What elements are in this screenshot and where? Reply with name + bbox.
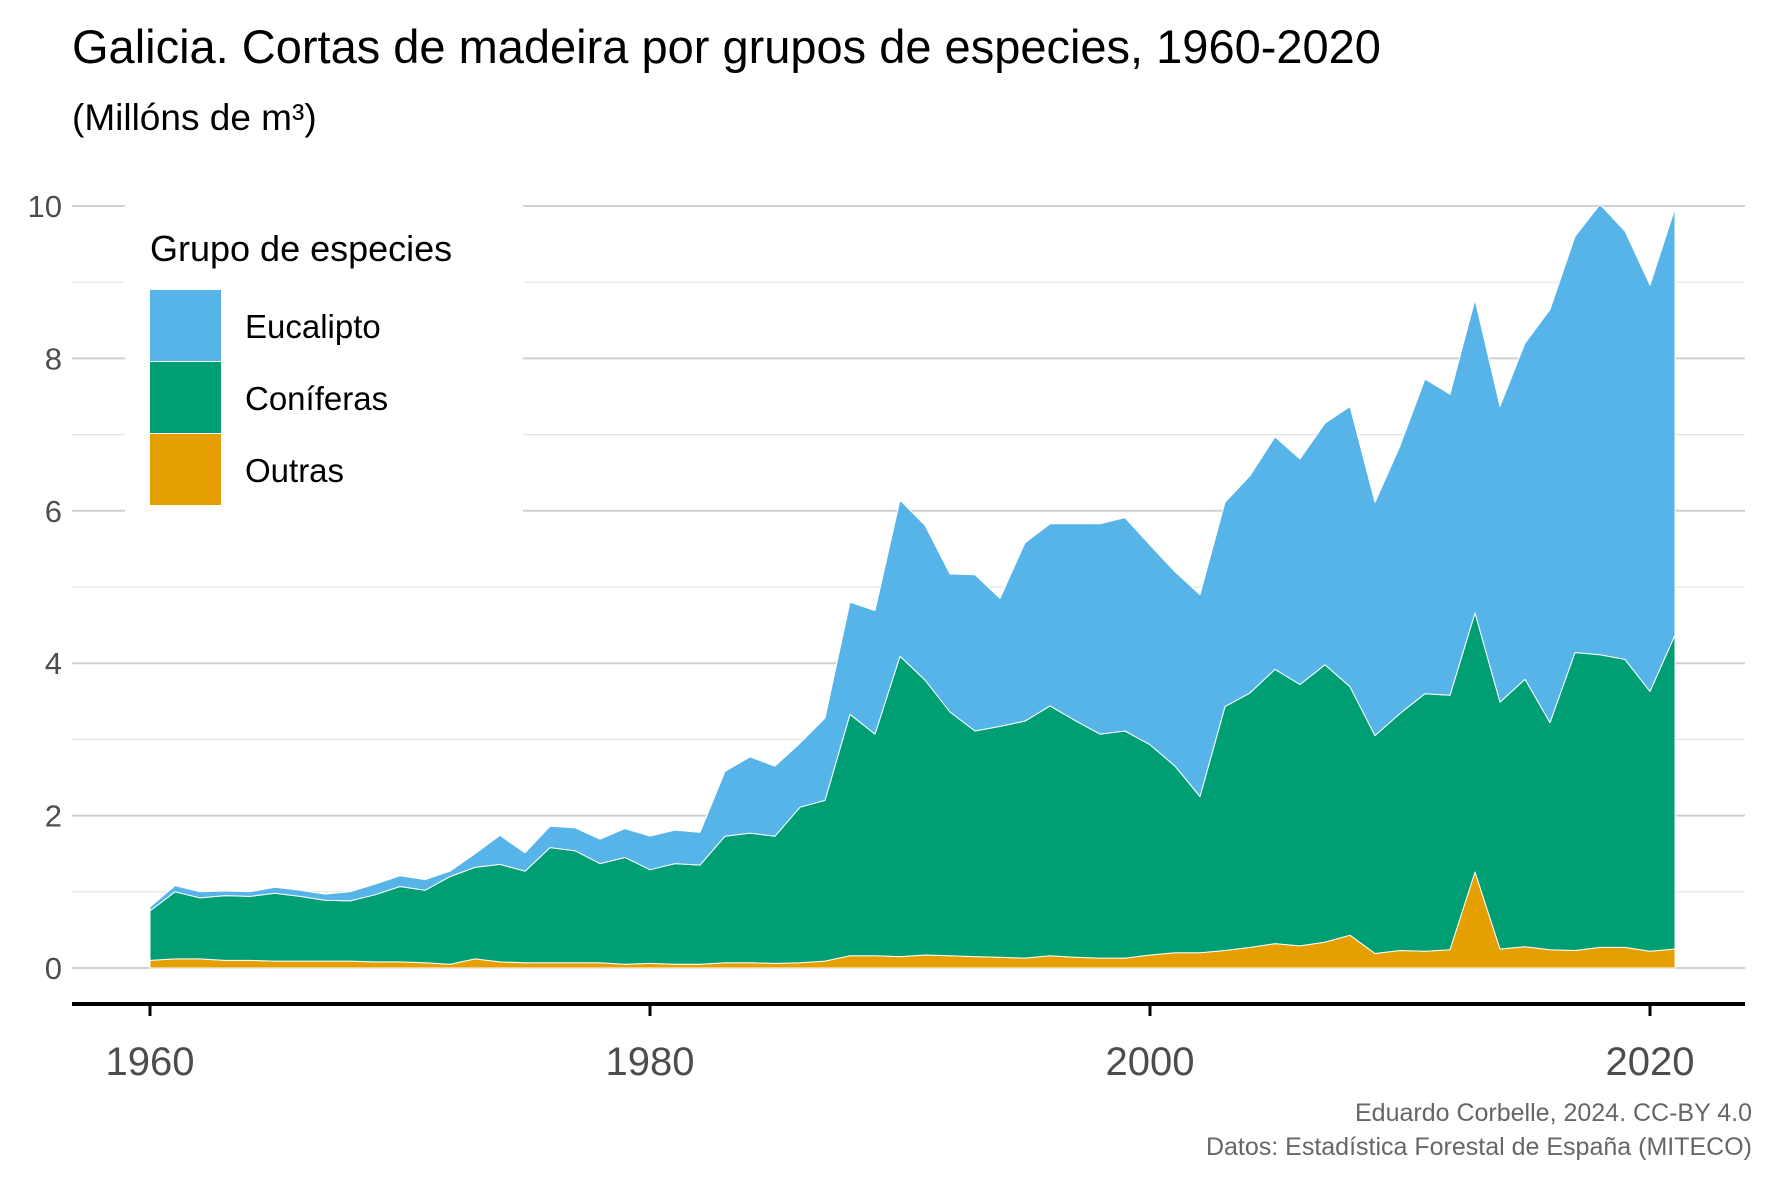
y-tick-label: 8 [45,341,62,376]
y-tick-label: 0 [45,951,62,986]
x-tick-label: 1960 [106,1040,195,1084]
stacked-areas [149,204,1676,969]
y-axis-ticks: 0 2 4 6 8 10 [28,189,62,986]
legend-swatch-outras [150,434,221,505]
chart-subtitle: (Millóns de m³) [72,97,317,138]
legend-swatch-eucalipto [150,290,221,361]
x-tick-label: 2000 [1106,1040,1195,1084]
legend-label-coniferas: Coníferas [245,380,388,417]
y-tick-label: 10 [28,189,62,224]
chart-title: Galicia. Cortas de madeira por grupos de… [72,20,1381,73]
x-axis-ticks: 1960 1980 2000 2020 [106,1006,1695,1084]
caption-source: Datos: Estadística Forestal de España (M… [1206,1133,1752,1161]
caption-author: Eduardo Corbelle, 2024. CC-BY 4.0 [1355,1099,1752,1127]
area-eucalipto [149,204,1676,912]
y-tick-label: 4 [45,646,62,681]
legend-swatch-coniferas [150,362,221,433]
y-tick-label: 2 [45,799,62,834]
x-tick-label: 1980 [606,1040,695,1084]
legend-label-outras: Outras [245,452,344,489]
x-tick-label: 2020 [1606,1040,1695,1084]
legend-title: Grupo de especies [150,228,452,269]
legend-label-eucalipto: Eucalipto [245,308,381,345]
legend: Grupo de especies Eucalipto Coníferas Ou… [125,205,523,525]
y-tick-label: 6 [45,494,62,529]
